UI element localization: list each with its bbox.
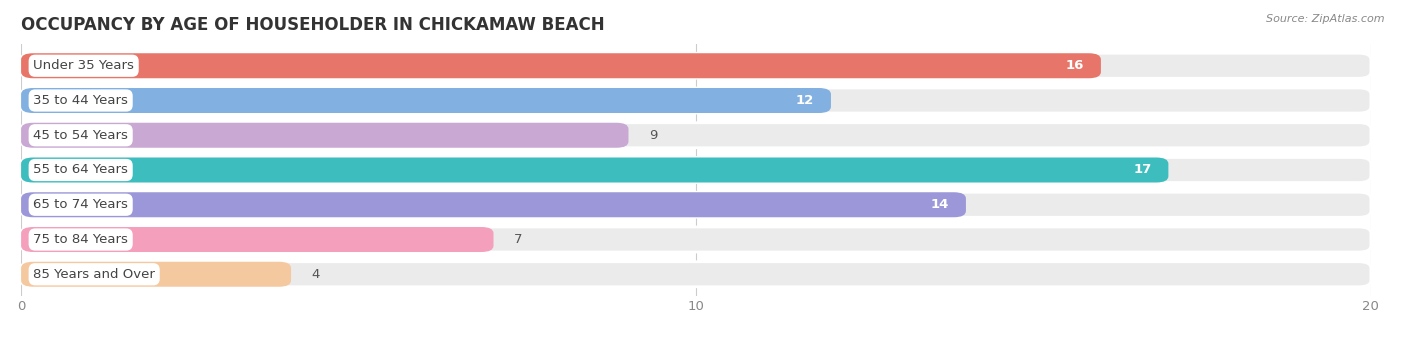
FancyBboxPatch shape <box>21 88 831 113</box>
Text: 35 to 44 Years: 35 to 44 Years <box>34 94 128 107</box>
Text: 12: 12 <box>796 94 814 107</box>
Text: 7: 7 <box>513 233 522 246</box>
Text: 16: 16 <box>1066 59 1084 72</box>
FancyBboxPatch shape <box>21 157 1371 183</box>
FancyBboxPatch shape <box>21 192 1371 217</box>
FancyBboxPatch shape <box>21 227 494 252</box>
FancyBboxPatch shape <box>21 157 1168 183</box>
FancyBboxPatch shape <box>21 262 1371 287</box>
Text: OCCUPANCY BY AGE OF HOUSEHOLDER IN CHICKAMAW BEACH: OCCUPANCY BY AGE OF HOUSEHOLDER IN CHICK… <box>21 16 605 34</box>
Text: 9: 9 <box>648 129 657 142</box>
Text: 65 to 74 Years: 65 to 74 Years <box>34 198 128 211</box>
FancyBboxPatch shape <box>21 123 628 148</box>
FancyBboxPatch shape <box>21 53 1371 78</box>
Text: 85 Years and Over: 85 Years and Over <box>34 268 155 281</box>
FancyBboxPatch shape <box>21 53 1101 78</box>
FancyBboxPatch shape <box>21 262 291 287</box>
Text: 75 to 84 Years: 75 to 84 Years <box>34 233 128 246</box>
Text: 45 to 54 Years: 45 to 54 Years <box>34 129 128 142</box>
Text: 55 to 64 Years: 55 to 64 Years <box>34 164 128 176</box>
Text: Source: ZipAtlas.com: Source: ZipAtlas.com <box>1267 14 1385 23</box>
FancyBboxPatch shape <box>21 227 1371 252</box>
FancyBboxPatch shape <box>21 123 1371 148</box>
Text: Under 35 Years: Under 35 Years <box>34 59 134 72</box>
Text: 17: 17 <box>1133 164 1152 176</box>
Text: 4: 4 <box>311 268 319 281</box>
Text: 14: 14 <box>931 198 949 211</box>
FancyBboxPatch shape <box>21 88 1371 113</box>
FancyBboxPatch shape <box>21 192 966 217</box>
